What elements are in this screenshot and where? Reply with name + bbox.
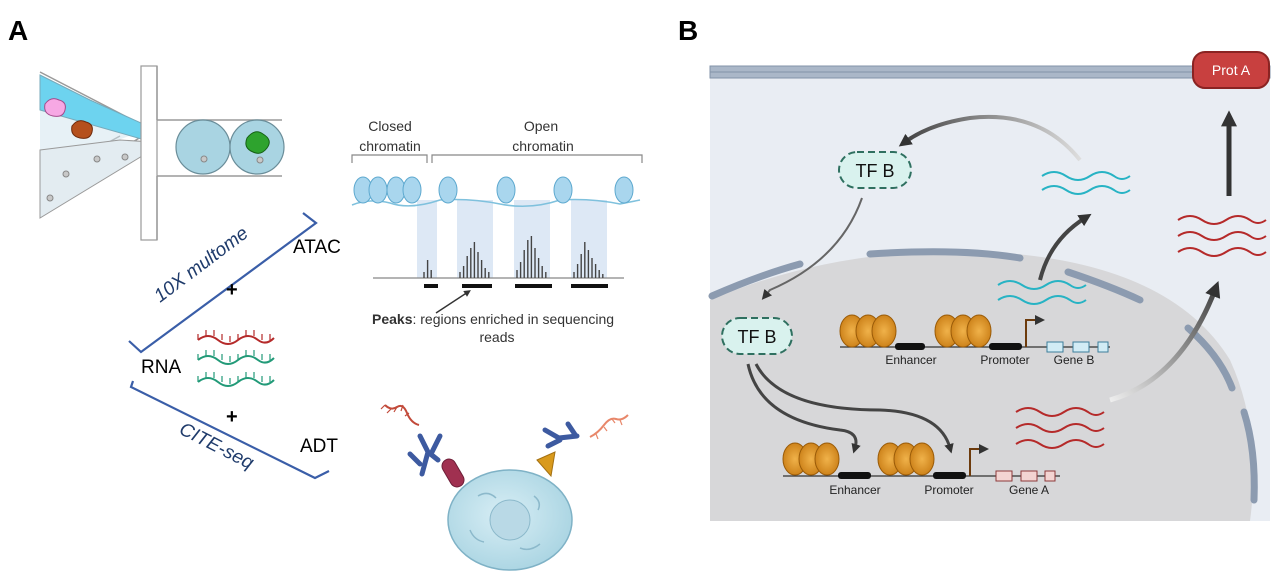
- translation-arrow-tf: [898, 114, 1082, 162]
- tf-bind-promoter-arrow: [754, 363, 954, 454]
- peak-bar-4: [571, 284, 608, 288]
- tf-b-nucleus-label: TF B: [738, 327, 777, 347]
- export-arrow-a: [1109, 281, 1221, 403]
- tf-b-cytoplasm-label: TF B: [856, 161, 895, 181]
- promoter-b-label: Promoter: [980, 353, 1029, 367]
- gene-a-locus: Enhancer Promoter Gene A: [782, 442, 1060, 497]
- nuclear-mrna-a: [1015, 407, 1105, 449]
- nucleosomes-blue: [353, 176, 634, 204]
- rna-strands: [197, 330, 275, 387]
- closed-chromatin-label: Closed: [368, 118, 412, 134]
- enhancer-b: [895, 343, 925, 350]
- gene-a-label: Gene A: [1009, 483, 1049, 497]
- panel-a-label: A: [8, 15, 28, 46]
- peak-bar-2: [462, 284, 492, 288]
- tf-import-arrow: [761, 197, 863, 300]
- promoter-b: [989, 343, 1022, 350]
- open-bracket: [431, 154, 643, 163]
- tf-b-nucleus: TF B: [721, 317, 793, 355]
- gene-b-locus: Enhancer Promoter Gene B: [839, 314, 1110, 367]
- protein-a-label: Prot A: [1212, 62, 1251, 78]
- closed-chromatin-label-2: chromatin: [359, 138, 420, 154]
- export-arrow-b: [1038, 213, 1092, 281]
- antibody-cell: [380, 404, 629, 571]
- closed-bracket: [351, 154, 428, 163]
- open-chromatin-label-2: chromatin: [512, 138, 573, 154]
- atac-peaks: [423, 236, 604, 278]
- promoter-a-label: Promoter: [924, 483, 973, 497]
- citeseq-bracket: [129, 380, 330, 480]
- open-region-1: [417, 200, 437, 278]
- tf-b-cytoplasm: TF B: [838, 151, 912, 189]
- microfluidic-chip: [39, 65, 285, 241]
- peak-bar-1: [424, 284, 438, 288]
- atac-label: ATAC: [293, 237, 341, 258]
- panel-b-label: B: [678, 15, 698, 46]
- open-chromatin-label: Open: [524, 118, 558, 134]
- assay-brackets: 10X multome CITE-seq ATAC RNA ADT + +: [128, 212, 341, 480]
- rna-label: RNA: [141, 357, 181, 378]
- peak-bar-3: [515, 284, 552, 288]
- peaks-caption-2: reads: [479, 329, 514, 345]
- gene-b-label: Gene B: [1054, 353, 1095, 367]
- chromatin-schematic: Closed chromatin Open chromatin: [351, 118, 643, 345]
- enhancer-a: [838, 472, 871, 479]
- plus-sign-1: +: [226, 279, 238, 301]
- tf-bind-enhancer-arrow: [746, 363, 861, 454]
- cytoplasmic-mrna-b: [1041, 171, 1131, 195]
- peaks-pointer-arrow: [435, 290, 471, 314]
- nuclear-mrna-b: [997, 280, 1087, 305]
- citeseq-label: CITE-seq: [176, 419, 257, 474]
- multiome-bracket: [128, 212, 318, 354]
- cytoplasmic-mrna-a: [1177, 215, 1267, 257]
- enhancer-b-label: Enhancer: [885, 353, 936, 367]
- enhancer-a-label: Enhancer: [829, 483, 880, 497]
- promoter-a: [933, 472, 966, 479]
- plus-sign-2: +: [226, 406, 238, 428]
- peaks-caption: Peaks: regions enriched in sequencing: [372, 311, 614, 327]
- adt-label: ADT: [300, 436, 338, 457]
- protein-a: Prot A: [1192, 51, 1270, 89]
